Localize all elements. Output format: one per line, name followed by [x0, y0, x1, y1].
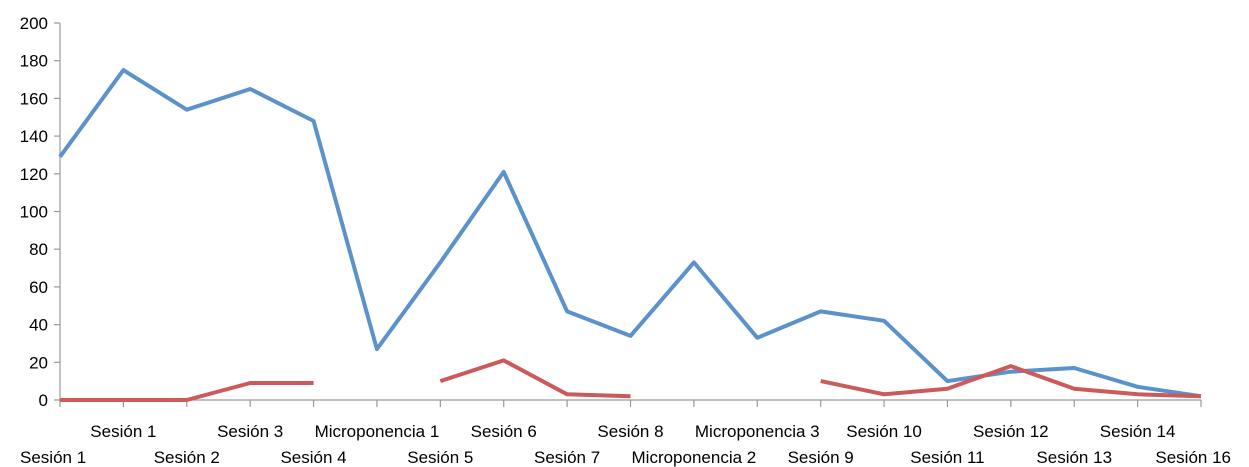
- x-category-label: Sesión 13: [1036, 448, 1112, 467]
- series-line-1: [58, 68, 1202, 399]
- x-category-label: Sesión 7: [534, 448, 600, 467]
- x-category-label: Microponencia 2: [632, 448, 757, 467]
- y-tick-label: 100: [20, 203, 48, 222]
- x-category-label: Sesión 2: [154, 448, 220, 467]
- y-tick-label: 140: [20, 127, 48, 146]
- x-category-label: Sesión 16: [1155, 448, 1231, 467]
- x-category-label: Microponencia 1: [315, 422, 440, 441]
- x-category-label: Sesión 4: [280, 448, 346, 467]
- y-tick-label: 80: [29, 240, 48, 259]
- x-category-label: Sesión 9: [788, 448, 854, 467]
- y-tick-label: 60: [29, 278, 48, 297]
- y-tick-label: 200: [20, 14, 48, 33]
- x-category-label: Sesión 6: [471, 422, 537, 441]
- y-tick-label: 40: [29, 316, 48, 335]
- y-tick-label: 160: [20, 89, 48, 108]
- y-tick-label: 20: [29, 353, 48, 372]
- x-category-label: Microponencia 3: [695, 422, 820, 441]
- x-category-label: Sesión 11: [910, 448, 984, 467]
- y-axis: 0 20 40 60 80 100 120 140 160 180 200: [20, 14, 61, 410]
- x-category-label: Sesión 8: [597, 422, 663, 441]
- x-category-label: Sesión 12: [973, 422, 1049, 441]
- x-category-label: Sesión 1: [90, 422, 156, 441]
- x-category-label: Sesión 3: [217, 422, 283, 441]
- y-tick-label: 0: [39, 391, 48, 410]
- y-tick-label: 120: [20, 165, 48, 184]
- x-category-label: Sesión 1: [20, 448, 86, 467]
- x-category-label: Sesión 14: [1100, 422, 1176, 441]
- x-category-label: Sesión 10: [846, 422, 922, 441]
- x-category-label: Sesión 5: [407, 448, 473, 467]
- series-line-2: [60, 358, 1202, 402]
- y-tick-label: 180: [20, 52, 48, 71]
- series-lines: [58, 68, 1202, 402]
